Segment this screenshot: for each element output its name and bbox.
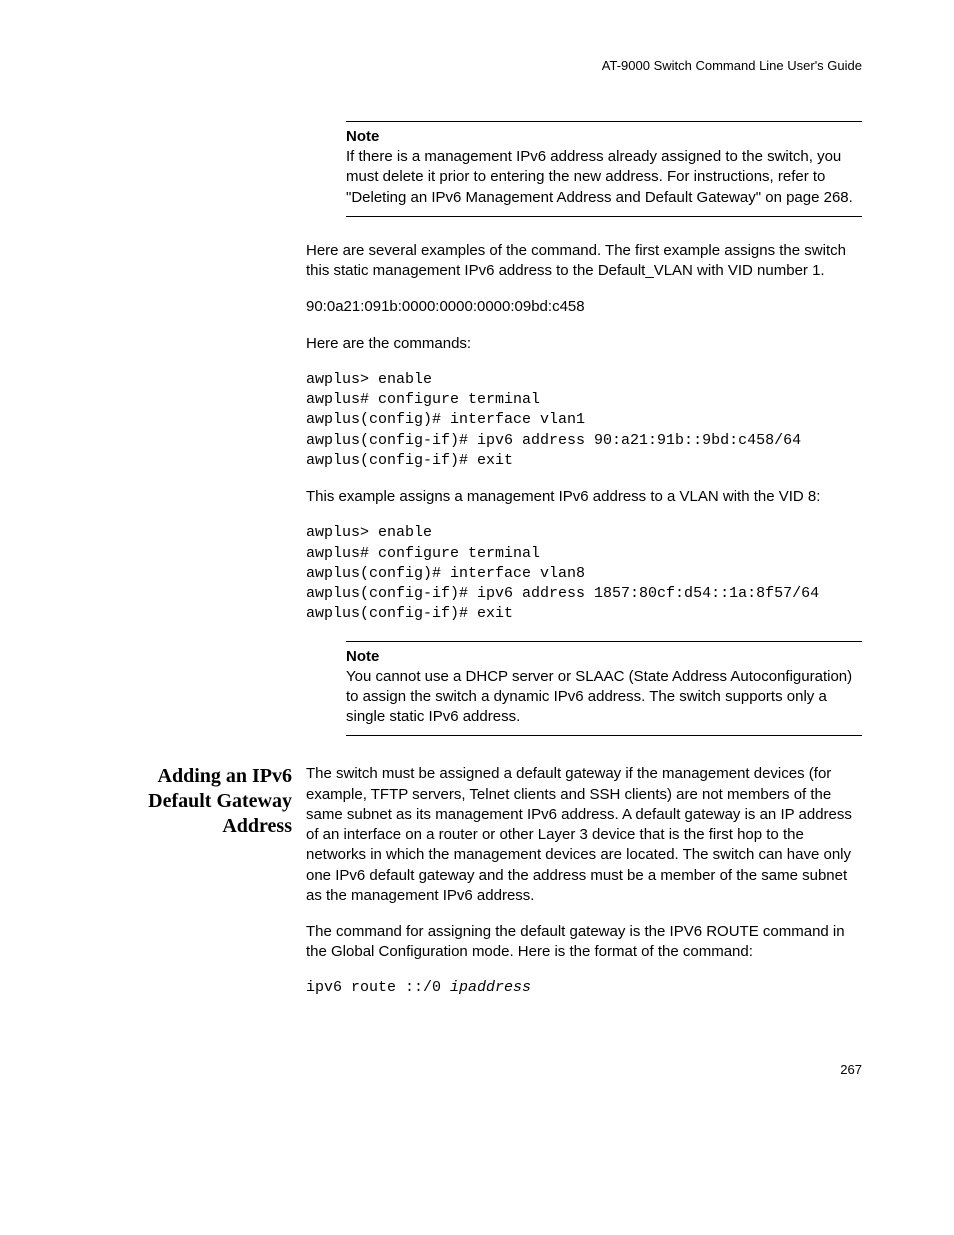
page-header: AT-9000 Switch Command Line User's Guide	[92, 58, 862, 73]
note-label: Note	[346, 648, 862, 665]
code-line: ipv6 route ::/0 ipaddress	[306, 979, 862, 996]
code-block: awplus> enable awplus# configure termina…	[306, 523, 862, 624]
code-block: awplus> enable awplus# configure termina…	[306, 370, 862, 471]
paragraph: The switch must be assigned a default ga…	[306, 764, 862, 906]
page-number: 267	[92, 1062, 862, 1077]
paragraph: The command for assigning the default ga…	[306, 922, 862, 963]
note-text: If there is a management IPv6 address al…	[346, 147, 862, 208]
ipv6-address-example: 90:0a21:091b:0000:0000:0000:09bd:c458	[306, 297, 862, 317]
section-heading: Adding an IPv6 Default Gateway Address	[92, 764, 306, 839]
note-label: Note	[346, 128, 862, 145]
paragraph: This example assigns a management IPv6 a…	[306, 487, 862, 507]
code-prefix: ipv6 route ::/0	[306, 979, 450, 996]
code-italic-param: ipaddress	[450, 979, 531, 996]
paragraph: Here are several examples of the command…	[306, 241, 862, 282]
note-block-1: Note If there is a management IPv6 addre…	[346, 121, 862, 217]
note-block-2: Note You cannot use a DHCP server or SLA…	[346, 641, 862, 737]
note-text: You cannot use a DHCP server or SLAAC (S…	[346, 667, 862, 728]
paragraph: Here are the commands:	[306, 334, 862, 354]
